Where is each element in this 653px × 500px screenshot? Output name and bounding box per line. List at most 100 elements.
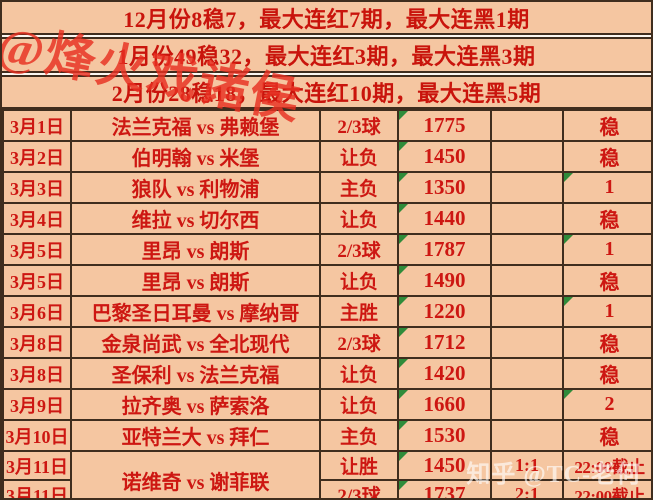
bet-type-cell: 2/3球 bbox=[319, 479, 399, 498]
match-cell: 拉齐奥 vs 萨索洛 bbox=[70, 388, 321, 421]
date-cell: 3月11日 bbox=[2, 479, 72, 498]
bet-type-cell: 让胜 bbox=[319, 450, 399, 481]
score-cell bbox=[490, 419, 564, 452]
cell-corner-marker-icon bbox=[565, 298, 573, 306]
odds-cell: 1440 bbox=[397, 202, 492, 235]
odds-cell: 1220 bbox=[397, 295, 492, 328]
odds-cell: 1660 bbox=[397, 388, 492, 421]
score-cell bbox=[490, 109, 564, 142]
match-cell: 里昂 vs 朗斯 bbox=[70, 264, 321, 297]
odds-cell: 1712 bbox=[397, 326, 492, 359]
score-cell: 1:1 bbox=[490, 450, 564, 481]
result-cell: 稳 bbox=[562, 264, 651, 297]
result-cell: 1 bbox=[562, 233, 651, 266]
score-cell bbox=[490, 326, 564, 359]
result-cell: 稳 bbox=[562, 202, 651, 235]
match-cell: 伯明翰 vs 米堡 bbox=[70, 140, 321, 173]
match-cell-merged: 诺维奇 vs 谢菲联 bbox=[70, 450, 321, 498]
table-row: 3月3日 狼队 vs 利物浦 主负 1350 1 bbox=[2, 171, 651, 204]
bet-type-cell: 主负 bbox=[319, 171, 399, 204]
odds-cell: 1490 bbox=[397, 264, 492, 297]
date-cell: 3月6日 bbox=[2, 295, 72, 328]
cell-corner-marker-icon bbox=[565, 236, 573, 244]
score-cell bbox=[490, 171, 564, 204]
cell-corner-marker-icon bbox=[400, 143, 408, 151]
date-cell: 3月11日 bbox=[2, 450, 72, 481]
score-cell: 2:1 bbox=[490, 479, 564, 498]
bet-type-cell: 让负 bbox=[319, 264, 399, 297]
cell-corner-marker-icon bbox=[400, 267, 408, 275]
date-cell: 3月1日 bbox=[2, 109, 72, 142]
table-row: 3月6日 巴黎圣日耳曼 vs 摩纳哥 主胜 1220 1 bbox=[2, 295, 651, 328]
table-row: 3月4日 维拉 vs 切尔西 让负 1440 稳 bbox=[2, 202, 651, 235]
table-row: 3月9日 拉齐奥 vs 萨索洛 让负 1660 2 bbox=[2, 388, 651, 421]
cell-corner-marker-icon bbox=[565, 174, 573, 182]
score-cell bbox=[490, 295, 564, 328]
result-cell: 稳 bbox=[562, 326, 651, 359]
table-row: 3月2日 伯明翰 vs 米堡 让负 1450 稳 bbox=[2, 140, 651, 173]
cell-corner-marker-icon bbox=[400, 482, 408, 490]
result-cell: 稳 bbox=[562, 419, 651, 452]
summary-divider bbox=[2, 35, 651, 39]
odds-cell: 1737 bbox=[397, 479, 492, 498]
odds-cell: 1530 bbox=[397, 419, 492, 452]
table-row: 3月5日 里昂 vs 朗斯 2/3球 1787 1 bbox=[2, 233, 651, 266]
table-row: 3月8日 金泉尚武 vs 全北现代 2/3球 1712 稳 bbox=[2, 326, 651, 359]
cell-corner-marker-icon bbox=[400, 422, 408, 430]
cell-corner-marker-icon bbox=[400, 329, 408, 337]
match-cell: 亚特兰大 vs 拜仁 bbox=[70, 419, 321, 452]
table-row: 3月11日 诺维奇 vs 谢菲联 让胜 1450 1:1 22:00截止 bbox=[2, 450, 651, 498]
date-cell: 3月8日 bbox=[2, 326, 72, 359]
date-cell: 3月2日 bbox=[2, 140, 72, 173]
bet-type-cell: 主负 bbox=[319, 419, 399, 452]
bet-type-cell: 让负 bbox=[319, 388, 399, 421]
match-cell: 里昂 vs 朗斯 bbox=[70, 233, 321, 266]
cell-corner-marker-icon bbox=[400, 174, 408, 182]
match-cell: 巴黎圣日耳曼 vs 摩纳哥 bbox=[70, 295, 321, 328]
odds-cell: 1450 bbox=[397, 140, 492, 173]
odds-cell: 1775 bbox=[397, 109, 492, 142]
score-cell bbox=[490, 202, 564, 235]
result-cell: 1 bbox=[562, 171, 651, 204]
date-cell: 3月5日 bbox=[2, 233, 72, 266]
table-row: 3月11日 2/3球 1737 2:1 22:00截止 bbox=[2, 479, 651, 498]
cell-corner-marker-icon bbox=[400, 453, 408, 461]
date-cell: 3月10日 bbox=[2, 419, 72, 452]
result-cell: 稳 bbox=[562, 357, 651, 390]
result-cell: 稳 bbox=[562, 140, 651, 173]
match-table: 3月1日 法兰克福 vs 弗赖堡 2/3球 1775 稳 3月2日 伯明翰 vs… bbox=[2, 109, 651, 498]
cell-corner-marker-icon bbox=[400, 236, 408, 244]
cell-corner-marker-icon bbox=[400, 112, 408, 120]
odds-cell: 1787 bbox=[397, 233, 492, 266]
bet-type-cell: 2/3球 bbox=[319, 326, 399, 359]
result-cell: 1 bbox=[562, 295, 651, 328]
date-cell: 3月9日 bbox=[2, 388, 72, 421]
date-cell: 3月5日 bbox=[2, 264, 72, 297]
date-cell: 3月4日 bbox=[2, 202, 72, 235]
cell-corner-marker-icon bbox=[400, 360, 408, 368]
match-cell: 圣保利 vs 法兰克福 bbox=[70, 357, 321, 390]
match-table-wrap: 3月1日 法兰克福 vs 弗赖堡 2/3球 1775 稳 3月2日 伯明翰 vs… bbox=[2, 109, 651, 498]
match-cell: 金泉尚武 vs 全北现代 bbox=[70, 326, 321, 359]
table-row: 3月10日 亚特兰大 vs 拜仁 主负 1530 稳 bbox=[2, 419, 651, 452]
match-cell: 狼队 vs 利物浦 bbox=[70, 171, 321, 204]
date-cell: 3月8日 bbox=[2, 357, 72, 390]
match-cell: 维拉 vs 切尔西 bbox=[70, 202, 321, 235]
bet-type-cell: 2/3球 bbox=[319, 109, 399, 142]
score-cell bbox=[490, 140, 564, 173]
cell-corner-marker-icon bbox=[400, 205, 408, 213]
score-cell bbox=[490, 264, 564, 297]
bet-type-cell: 让负 bbox=[319, 357, 399, 390]
summary-header: 12月份8稳7，最大连红7期，最大连黑1期 1月份49稳32，最大连红3期，最大… bbox=[2, 2, 651, 109]
summary-divider bbox=[2, 73, 651, 77]
table-row: 3月5日 里昂 vs 朗斯 让负 1490 稳 bbox=[2, 264, 651, 297]
cell-corner-marker-icon bbox=[400, 298, 408, 306]
cell-corner-marker-icon bbox=[565, 391, 573, 399]
odds-cell: 1350 bbox=[397, 171, 492, 204]
odds-cell: 1450 bbox=[397, 450, 492, 481]
table-row: 3月8日 圣保利 vs 法兰克福 让负 1420 稳 bbox=[2, 357, 651, 390]
table-row: 3月1日 法兰克福 vs 弗赖堡 2/3球 1775 稳 bbox=[2, 109, 651, 142]
bet-type-cell: 让负 bbox=[319, 140, 399, 173]
score-cell bbox=[490, 233, 564, 266]
